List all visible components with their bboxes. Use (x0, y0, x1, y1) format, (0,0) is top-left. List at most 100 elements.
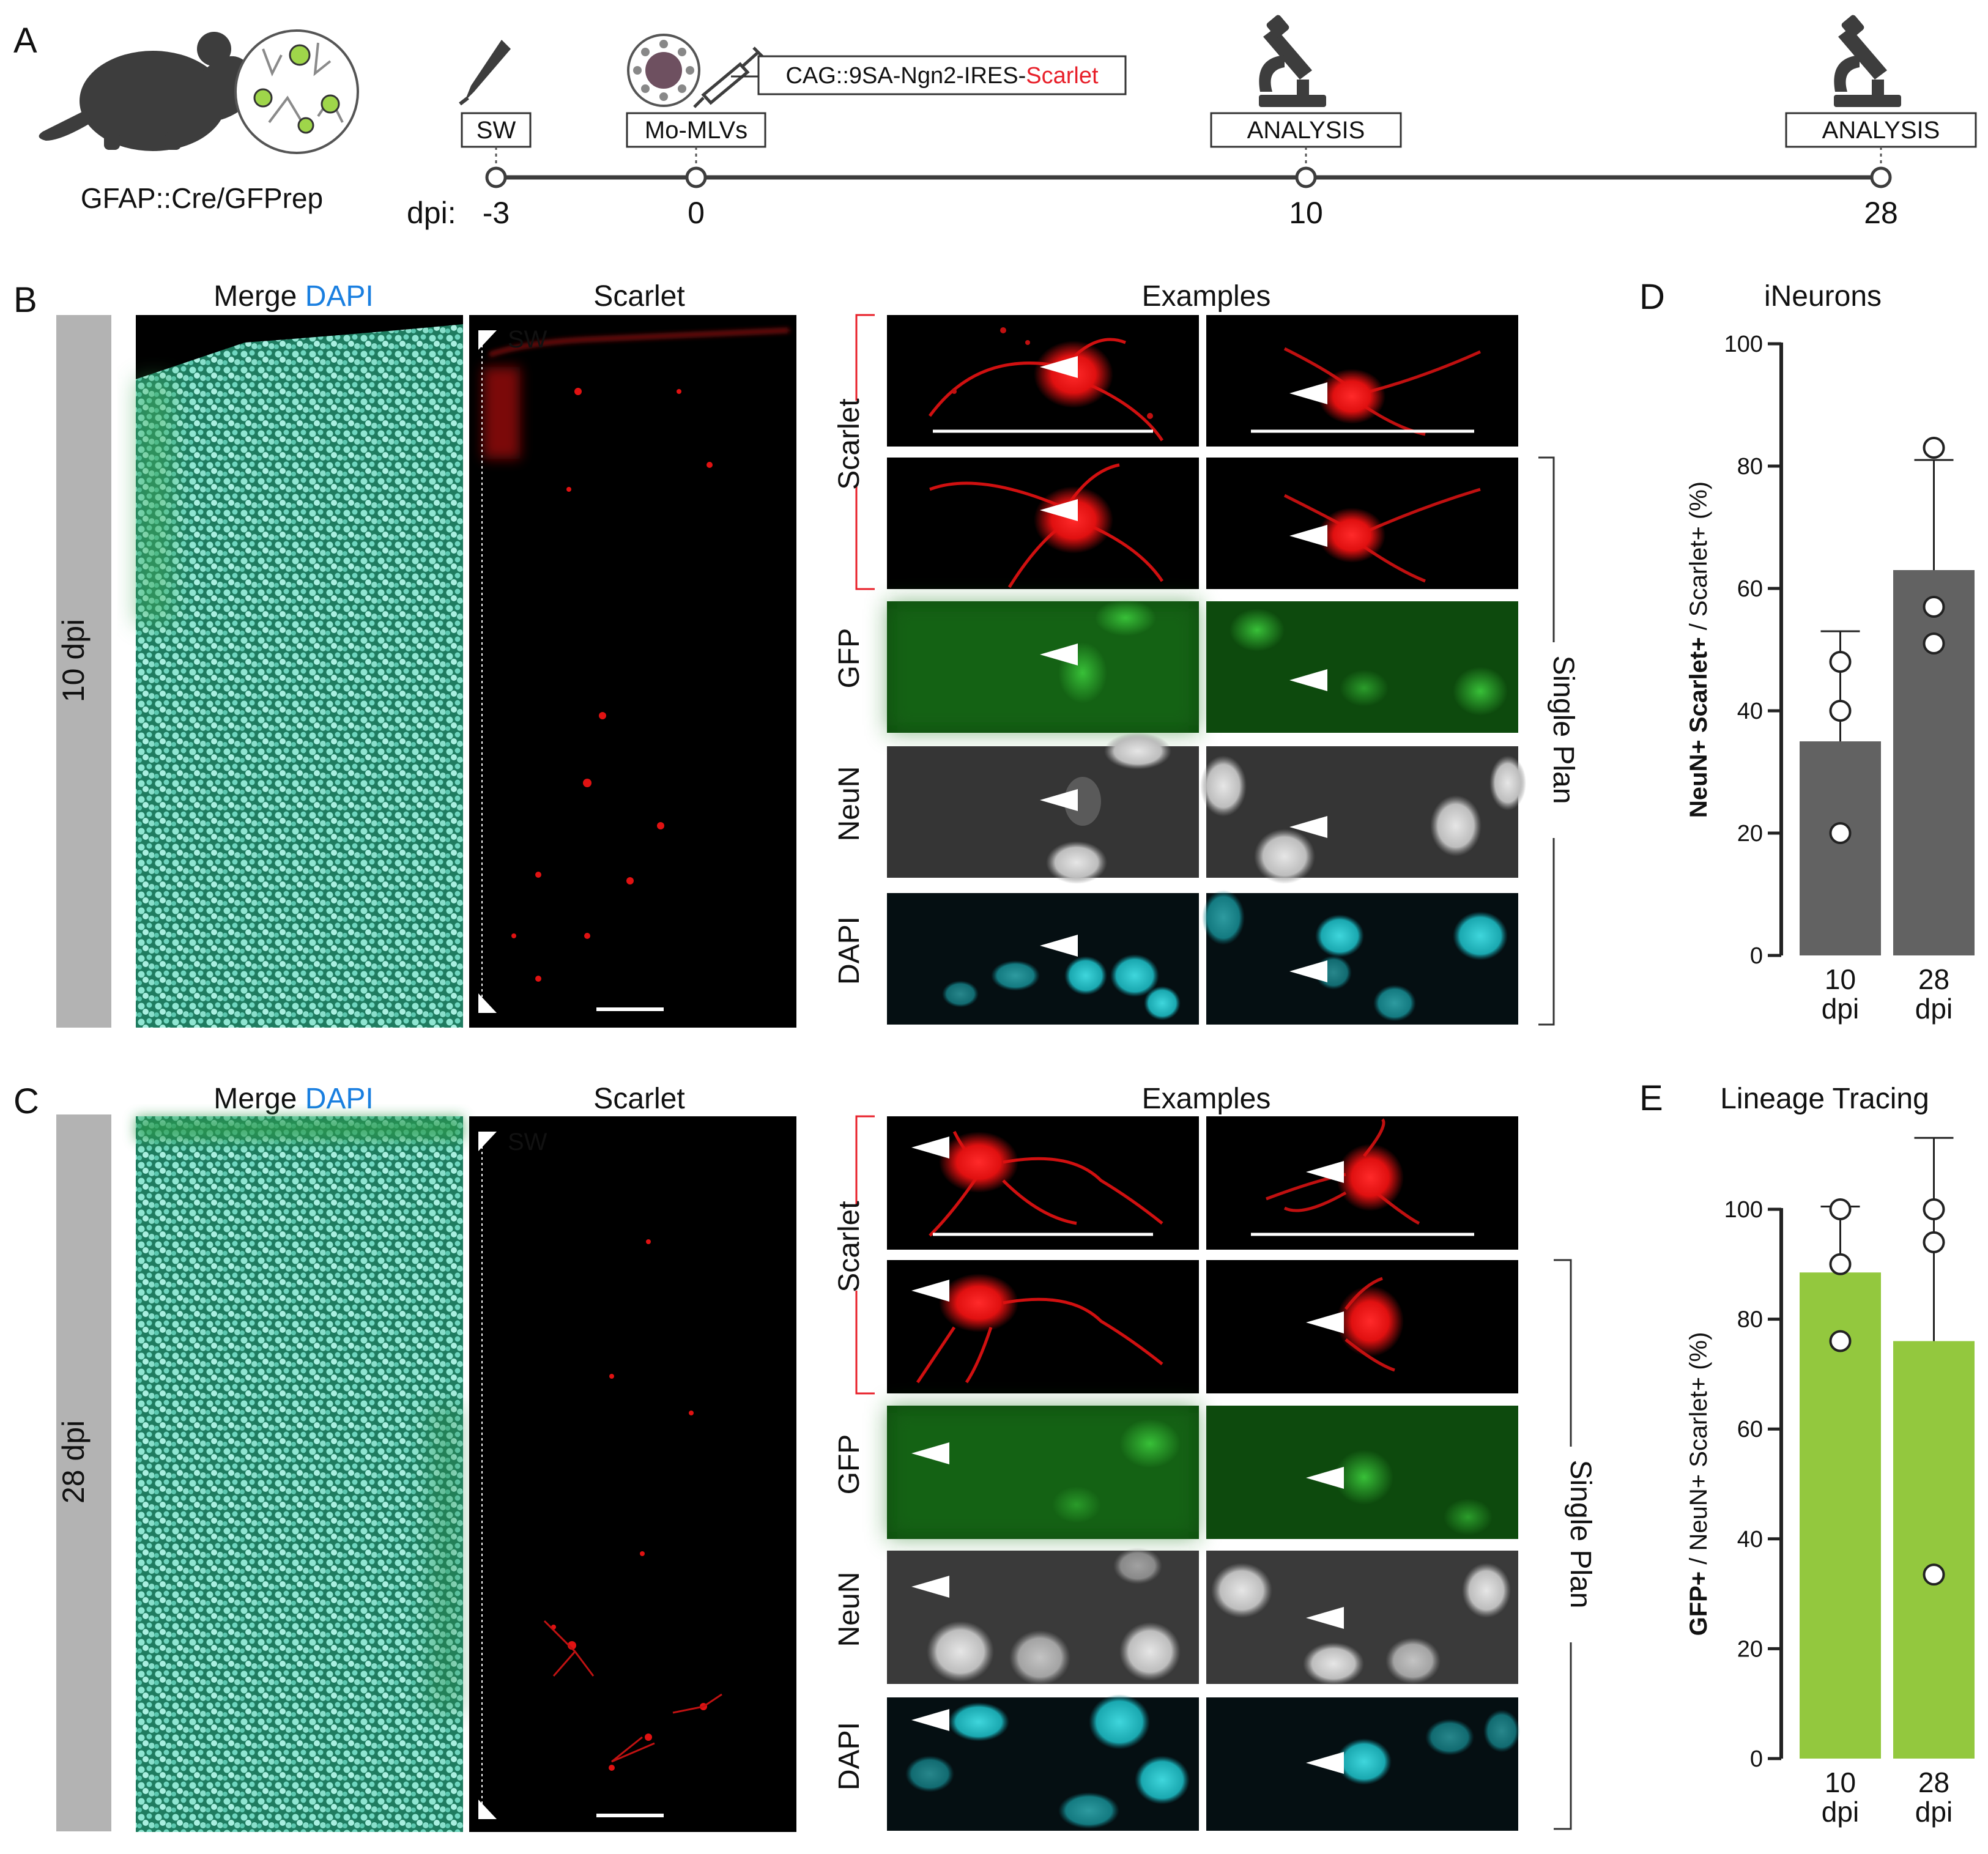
bar (1800, 1272, 1881, 1759)
merge-image (136, 1116, 463, 1832)
arrowhead-icon (1306, 1467, 1344, 1489)
y-tick-label: 100 (1724, 332, 1763, 357)
row-band (56, 1114, 111, 1831)
scarlet-title: Scarlet (593, 280, 684, 313)
panel-letter-d: D (1639, 277, 1665, 317)
data-point (1829, 1253, 1852, 1275)
y-tick-label: 80 (1737, 1307, 1763, 1333)
dpi-axis-label: dpi: (407, 196, 456, 230)
examples-title: Examples (1142, 280, 1271, 313)
sw-box (461, 112, 532, 148)
arrowhead-icon (1040, 499, 1078, 521)
y-tick-label: 20 (1737, 821, 1763, 847)
single-plan-label: Single Plan (1564, 1460, 1597, 1609)
data-point (1829, 1198, 1852, 1220)
panel-b: B 10 dpi Merge DAPI Scarlet SW (13, 280, 1579, 1028)
scarlet-overview-image: SW (469, 315, 796, 1028)
analysis-box-28 (1785, 112, 1977, 148)
x-tick-label: 28 (1918, 1767, 1949, 1798)
channel-label-dapi: DAPI (833, 916, 866, 985)
construct-box (757, 55, 1127, 95)
arrowhead-icon (911, 1280, 949, 1302)
data-point (1923, 632, 1945, 654)
y-tick-label: 40 (1737, 699, 1763, 724)
channel-label-neun: NeuN (833, 1572, 866, 1647)
x-tick-label: 28 (1918, 963, 1949, 995)
arrowhead-icon (478, 993, 497, 1013)
mouse-genotype-label: GFAP::Cre/GFPrep (81, 182, 323, 214)
data-point (1829, 651, 1852, 673)
y-tick-label: 40 (1737, 1527, 1763, 1552)
examples-title: Examples (1142, 1083, 1271, 1115)
y-tick-label: 60 (1737, 1417, 1763, 1442)
channel-label-dapi: DAPI (833, 1722, 866, 1790)
panel-a: A GFAP::Cre/GFPrep (13, 15, 1977, 230)
y-tick-label: 80 (1737, 454, 1763, 480)
arrowhead-icon (911, 1442, 949, 1464)
channel-label-gfp: GFP (833, 628, 866, 689)
x-tick-label: 10 (1825, 1767, 1856, 1798)
panel-letter-c: C (13, 1081, 39, 1121)
row-label: 10 dpi (56, 619, 91, 702)
microscope-icon (1834, 15, 1901, 107)
arrowhead-icon (1040, 935, 1078, 957)
arrowhead-icon (1289, 960, 1327, 982)
channel-label-scarlet: Scarlet (833, 398, 866, 489)
timepoint-label: 0 (688, 196, 705, 230)
y-tick-label: 0 (1750, 943, 1763, 969)
x-tick-label: 10 (1825, 963, 1856, 995)
data-point (1923, 1563, 1945, 1586)
arrowhead-icon (478, 1800, 497, 1819)
row-band (56, 315, 111, 1028)
example-image (887, 1260, 1199, 1393)
timepoint-label: 28 (1864, 196, 1898, 230)
chart-d: iNeurons 0 20 40 60 80 100 NeuN+ Scarlet+ / Sca… (1685, 280, 1975, 1025)
y-tick-label: 60 (1737, 576, 1763, 602)
chart-title: Lineage Tracing (1720, 1083, 1929, 1115)
arrowhead-icon (1306, 1607, 1344, 1629)
arrowhead-icon (1289, 669, 1327, 691)
data-point (1923, 596, 1945, 618)
y-axis-label: GFP+ / NeuN+ Scarlet+ (%) (1685, 1332, 1712, 1636)
syringe-icon (693, 46, 766, 108)
y-tick-label: 20 (1737, 1636, 1763, 1662)
panel-c: C 28 dpi Merge DAPI Scarlet SW Examples (13, 1081, 1597, 1832)
channel-label-scarlet: Scarlet (833, 1201, 866, 1292)
arrowhead-icon (911, 1137, 949, 1159)
construct-label: CAG::9SA-Ngn2-IRES-Scarlet (785, 63, 1099, 89)
x-tick-label: dpi (1915, 993, 1953, 1025)
panel-letter-e: E (1639, 1078, 1663, 1118)
y-tick-label: 100 (1724, 1197, 1763, 1223)
mouse-icon (39, 32, 251, 151)
arrowhead-icon (478, 330, 497, 350)
arrowhead-icon (1040, 356, 1078, 378)
arrowhead-icon (478, 1132, 497, 1151)
data-point (1829, 700, 1852, 722)
timepoint-label: -3 (483, 196, 510, 230)
bar (1893, 570, 1975, 955)
arrowhead-icon (1306, 1311, 1344, 1333)
y-axis-label: NeuN+ Scarlet+ / Scarlet+ (%) (1685, 481, 1712, 818)
panel-letter-a: A (13, 21, 37, 61)
analysis-label-28: ANALYSIS (1822, 117, 1940, 144)
panel-letter-b: B (13, 280, 37, 320)
merge-title: Merge DAPI (213, 1083, 373, 1115)
merge-image (136, 315, 463, 1028)
timepoint-label: 10 (1289, 196, 1323, 230)
arrowhead-icon (1289, 382, 1327, 404)
scarlet-overview-image: SW (469, 1116, 796, 1832)
arrowhead-icon (1040, 643, 1078, 666)
sw-box-label: SW (477, 117, 516, 144)
channel-label-neun: NeuN (833, 766, 866, 842)
x-tick-label: dpi (1822, 993, 1859, 1025)
arrowhead-icon (1289, 816, 1327, 838)
data-point (1923, 1231, 1945, 1253)
sw-marker: SW (508, 326, 547, 353)
row-label: 28 dpi (56, 1420, 91, 1504)
bar (1800, 741, 1881, 955)
arrowhead-icon (1306, 1161, 1344, 1183)
channel-label-gfp: GFP (833, 1434, 866, 1495)
data-point (1829, 1330, 1852, 1352)
data-point (1829, 822, 1852, 844)
